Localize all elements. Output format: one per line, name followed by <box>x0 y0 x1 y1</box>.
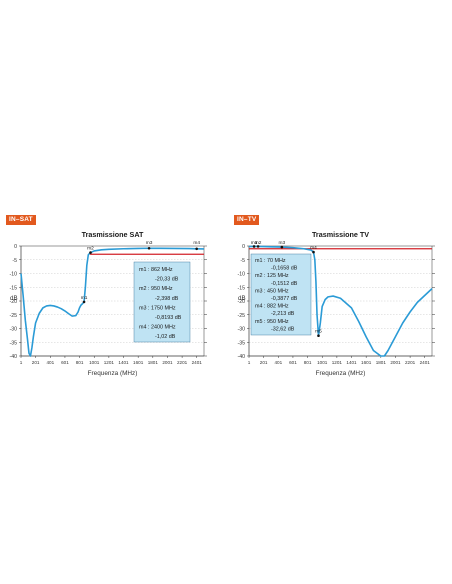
marker-table-line: m3 : 1750 MHz <box>139 305 176 311</box>
marker-label-m2: m2 <box>87 246 94 252</box>
marker-point-m4 <box>195 247 198 251</box>
y-tick-label: -40 <box>10 354 18 360</box>
marker-table-value: -1,02 dB <box>155 334 176 340</box>
x-tick-label: 601 <box>289 360 297 365</box>
y-tick-label: -35 <box>10 340 18 346</box>
marker-point-m5 <box>317 334 320 338</box>
marker-label-m1: m1 <box>251 240 258 246</box>
x-tick-label: 2001 <box>162 360 173 365</box>
marker-table-line: m2 : 950 MHz <box>139 286 173 292</box>
y-tick-label: -15 <box>238 285 246 291</box>
x-tick-label: 201 <box>32 360 40 365</box>
x-axis-label: Frequenza (MHz) <box>88 370 138 377</box>
series-line <box>20 247 205 357</box>
marker-point-m1 <box>82 300 86 304</box>
marker-point-m2 <box>256 245 260 248</box>
x-tick-label: 2201 <box>177 360 188 365</box>
x-tick-label: 801 <box>76 360 84 365</box>
series-line <box>248 245 433 357</box>
y-tick-label: -30 <box>238 327 246 333</box>
y-tick-label: 0 <box>242 244 245 250</box>
x-tick-label: 2401 <box>420 360 431 365</box>
marker-label-m4: m4 <box>193 240 200 246</box>
x-tick-label: 2401 <box>192 360 203 365</box>
marker-table-line: m1 : 862 MHz <box>139 267 173 273</box>
y-axis-label: dB <box>238 295 246 302</box>
y-tick-label: -40 <box>238 354 246 360</box>
marker-table-value: -0,3877 dB <box>271 296 298 302</box>
marker-label-m2: m2 <box>255 240 262 246</box>
marker-table-line: m3 : 450 MHz <box>255 288 289 294</box>
x-tick-label: 201 <box>260 360 268 365</box>
marker-label-m3: m3 <box>146 240 153 246</box>
y-tick-label: -5 <box>12 258 17 264</box>
marker-point-m3 <box>147 246 151 250</box>
y-tick-label: -20 <box>238 299 246 305</box>
y-tick-label: 0 <box>14 244 17 250</box>
x-tick-label: 401 <box>274 360 282 365</box>
x-tick-label: 601 <box>61 360 69 365</box>
x-axis-label: Frequenza (MHz) <box>316 370 366 377</box>
marker-label-m5: m5 <box>315 329 322 335</box>
y-tick-label: -20 <box>10 299 18 305</box>
marker-point-m3 <box>280 245 284 249</box>
marker-table-value: -2,213 dB <box>271 311 295 317</box>
chart-title: Trasmissione SAT <box>82 230 144 239</box>
marker-table-line: m4 : 882 MHz <box>255 304 289 310</box>
x-tick-label: 1201 <box>332 360 343 365</box>
x-tick-label: 1601 <box>361 360 372 365</box>
chart-panel-sat: IN–SAT Trasmissione SAT dB Frequenza (MHz)… <box>6 208 222 386</box>
x-tick-label: 1001 <box>317 360 328 365</box>
y-tick-label: -10 <box>10 272 18 278</box>
y-tick-label: -5 <box>240 258 245 264</box>
y-tick-label: -35 <box>238 340 246 346</box>
marker-label-m3: m3 <box>279 240 286 246</box>
x-tick-label: 1601 <box>133 360 144 365</box>
chart-title: Trasmissione TV <box>312 230 369 239</box>
x-tick-label: 801 <box>304 360 312 365</box>
marker-table-value: -32,62 dB <box>271 326 295 332</box>
x-tick-label: 1001 <box>89 360 100 365</box>
marker-table-box <box>133 261 191 343</box>
marker-point-m4 <box>312 250 315 254</box>
x-tick-label: 2201 <box>405 360 416 365</box>
marker-table-value: -20,33 dB <box>155 277 179 283</box>
marker-table-value: -0,8193 dB <box>155 315 182 321</box>
tag-in-sat: IN–SAT <box>6 215 36 225</box>
y-tick-label: -10 <box>238 272 246 278</box>
marker-table-line: m5 : 950 MHz <box>255 319 289 325</box>
x-tick-label: 401 <box>46 360 54 365</box>
marker-point-m2 <box>89 251 92 254</box>
y-tick-label: -25 <box>10 313 18 319</box>
tag-in-tv: IN–TV <box>234 215 260 225</box>
chart-trasmissione-sat: Trasmissione SAT dB Frequenza (MHz) 0 -5 -10 -… <box>10 230 207 377</box>
x-tick-label: 1 <box>20 360 23 365</box>
x-tick-label: 1201 <box>104 360 115 365</box>
y-axis-label: dB <box>10 295 18 302</box>
marker-label-m1: m1 <box>81 295 88 301</box>
marker-table-line: m4 : 2400 MHz <box>139 325 176 331</box>
marker-table-value: -0,1512 dB <box>271 281 298 287</box>
x-tick-label: 1401 <box>118 360 129 365</box>
y-tick-label: -30 <box>10 327 18 333</box>
y-tick-label: -25 <box>238 313 246 319</box>
x-tick-label: 1 <box>248 360 251 365</box>
marker-table-line: m2 : 125 MHz <box>255 273 289 279</box>
marker-table-value: -0,1658 dB <box>271 266 298 272</box>
marker-table-value: -2,398 dB <box>155 296 179 302</box>
chart-trasmissione-tv: Trasmissione TV dB Frequenza (MHz) 0 -5 -10 -1… <box>238 230 435 377</box>
y-tick-label: -15 <box>10 285 18 291</box>
x-tick-label: 1801 <box>376 360 387 365</box>
chart-panel-tv: IN–TV Trasmissione TV dB Frequenza (MHz) 0 -… <box>234 208 450 386</box>
x-tick-label: 1801 <box>148 360 159 365</box>
x-tick-label: 1401 <box>346 360 357 365</box>
x-tick-label: 2001 <box>390 360 401 365</box>
marker-point-m1 <box>252 245 256 248</box>
marker-table-line: m1 : 70 MHz <box>255 258 286 264</box>
marker-label-m4: m4 <box>310 245 317 251</box>
marker-table-box <box>250 253 312 336</box>
